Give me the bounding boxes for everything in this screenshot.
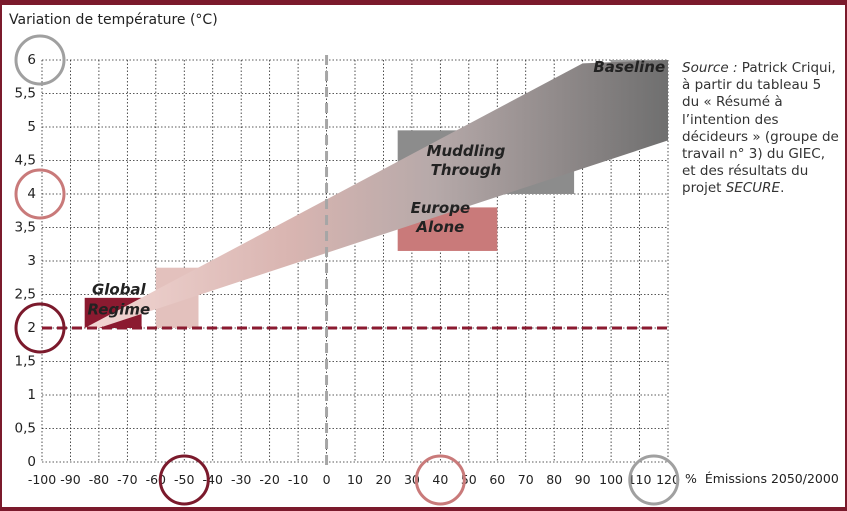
tick-labels: -100 -90 -80 -70 -60 -50 -40 -30 -20 -10 0 10 20 30 40… xyxy=(15,52,680,487)
x-tick-label: 100 xyxy=(599,472,623,487)
y-tick-label: 1,5 xyxy=(15,354,36,370)
x-tick-label: -60 xyxy=(146,472,166,487)
x-tick-label: 110 xyxy=(628,472,652,487)
x-tick-label: -10 xyxy=(288,472,308,487)
y-tick-label: 5,5 xyxy=(15,86,36,102)
scenario-label: Baseline xyxy=(593,58,665,76)
y-tick-label: 2 xyxy=(27,320,36,336)
y-tick-label: 4,5 xyxy=(15,153,36,169)
x-tick-label: 20 xyxy=(376,472,392,487)
source-label: Source : xyxy=(682,60,738,76)
y-highlight-circle xyxy=(14,34,66,86)
x-unit: % xyxy=(685,471,697,486)
x-tick-label: 0 xyxy=(323,472,331,487)
scenario-label: Europe xyxy=(411,199,471,217)
x-tick-label: 90 xyxy=(575,472,591,487)
x-axis-label: Émissions 2050/2000 xyxy=(704,471,839,486)
x-tick-label: -90 xyxy=(60,472,80,487)
y-tick-label: 1 xyxy=(27,387,36,403)
x-tick-label: -80 xyxy=(89,472,109,487)
x-tick-label: 60 xyxy=(489,472,505,487)
source-text: Patrick Criqui, à partir du tableau 5 du… xyxy=(682,60,839,197)
scenario-label: Regime xyxy=(87,301,150,319)
y-tick-label: 3,5 xyxy=(15,220,36,236)
scenario-label: Through xyxy=(431,161,502,179)
y-tick-label: 5 xyxy=(27,119,36,135)
x-highlight-circle xyxy=(158,454,210,506)
highlight-circles xyxy=(14,34,680,506)
emission-band-area xyxy=(84,60,668,328)
source-note: Source : Patrick Criqui, à partir du tab… xyxy=(682,60,842,198)
x-tick-label: -70 xyxy=(117,472,137,487)
y-highlight-circle xyxy=(14,168,66,220)
x-tick-label: 10 xyxy=(347,472,363,487)
y-tick-label: 4 xyxy=(27,186,36,202)
y-tick-label: 0,5 xyxy=(15,421,36,437)
x-axis-title: % Émissions 2050/2000 xyxy=(685,471,839,486)
x-tick-label: 80 xyxy=(546,472,562,487)
scenario-label: Global xyxy=(92,281,147,299)
x-tick-label: -20 xyxy=(259,472,279,487)
x-highlight-circle xyxy=(414,454,466,506)
x-tick-label: -100 xyxy=(28,472,56,487)
y-tick-label: 6 xyxy=(27,52,36,68)
y-highlight-circle xyxy=(14,302,66,354)
x-tick-label: 70 xyxy=(518,472,534,487)
scenario-label: Muddling xyxy=(427,142,506,160)
x-tick-label: -40 xyxy=(203,472,223,487)
x-highlight-circle xyxy=(628,454,680,506)
y-tick-label: 2,5 xyxy=(15,287,36,303)
source-end: . xyxy=(780,180,785,197)
y-axis-title: Variation de température (°C) xyxy=(9,12,218,28)
scenario-label: Alone xyxy=(415,218,464,236)
x-tick-label: -50 xyxy=(174,472,194,487)
x-tick-label: 40 xyxy=(432,472,448,487)
source-project: SECURE xyxy=(725,180,781,197)
emission-band xyxy=(84,60,668,328)
reference-lines xyxy=(42,55,668,470)
x-tick-label: 120 xyxy=(656,472,680,487)
y-tick-label: 0 xyxy=(27,454,36,470)
y-tick-label: 3 xyxy=(27,253,36,269)
x-tick-label: -30 xyxy=(231,472,251,487)
